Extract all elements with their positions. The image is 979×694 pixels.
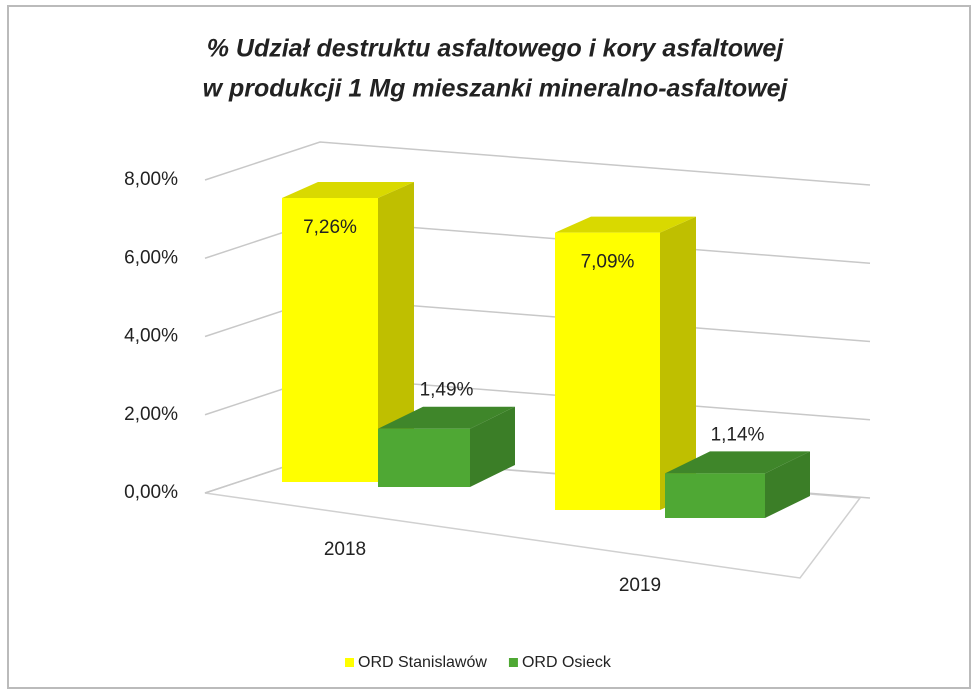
bar-front xyxy=(378,428,470,487)
y-tick-label: 8,00% xyxy=(124,169,178,190)
bar-front xyxy=(665,473,765,518)
grid-line xyxy=(204,141,871,186)
legend-swatch xyxy=(508,658,518,667)
bar xyxy=(665,451,810,518)
x-tick-label: 2019 xyxy=(619,575,661,596)
y-tick-label: 0,00% xyxy=(124,482,178,503)
chart-title: w produkcji 1 Mg mieszanki mineralno-asf… xyxy=(203,75,789,103)
legend-label: ORD Stanislawów xyxy=(358,654,487,671)
x-tick-label: 2018 xyxy=(324,539,366,560)
chart-frame xyxy=(7,5,971,689)
bar-top xyxy=(282,181,414,198)
y-tick-label: 6,00% xyxy=(124,247,178,268)
data-label: 1,49% xyxy=(420,380,474,401)
bar-top xyxy=(555,216,696,233)
bar-side xyxy=(765,451,810,518)
bar xyxy=(378,406,515,487)
bar-side xyxy=(660,216,696,510)
bar xyxy=(555,216,696,510)
bar-top xyxy=(665,451,810,474)
bar-side xyxy=(378,181,414,482)
y-tick-label: 2,00% xyxy=(124,404,178,425)
data-label: 7,09% xyxy=(581,252,635,273)
bar-front xyxy=(555,232,660,510)
data-label: 1,14% xyxy=(711,424,765,445)
chart-title: % Udział destruktu asfaltowego i kory as… xyxy=(207,35,785,63)
legend-swatch xyxy=(345,658,354,667)
bar-side xyxy=(470,406,515,487)
bar-front xyxy=(282,197,378,482)
y-tick-label: 4,00% xyxy=(124,326,178,347)
data-label: 7,26% xyxy=(303,217,357,238)
legend-label: ORD Osieck xyxy=(522,654,612,671)
bar xyxy=(282,181,414,482)
bar-top xyxy=(378,406,515,429)
